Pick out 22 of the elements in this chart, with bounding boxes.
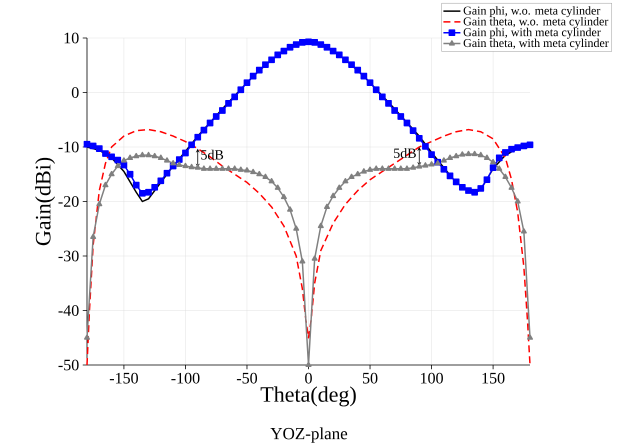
x-tick-label: 0 bbox=[305, 372, 312, 384]
y-tick-label: -10 bbox=[58, 142, 79, 152]
x-axis-title: Theta(deg) bbox=[260, 386, 356, 406]
x-tick-label: 100 bbox=[420, 372, 443, 384]
x-tick-label: 50 bbox=[362, 372, 378, 384]
x-tick-label: -100 bbox=[171, 372, 200, 384]
x-tick-label: -50 bbox=[236, 372, 258, 384]
x-tick-label: 150 bbox=[482, 372, 504, 384]
legend-label: Gain theta, w.o. meta cylinder bbox=[464, 17, 608, 28]
y-tick-label: 10 bbox=[64, 32, 79, 44]
text: YOZ-plane bbox=[270, 427, 348, 443]
y-tick-label: 0 bbox=[72, 87, 79, 98]
y-tick-label: -30 bbox=[58, 250, 79, 262]
legend-label: Gain phi, w.o. meta cylinder bbox=[464, 6, 600, 18]
y-tick-label: -40 bbox=[58, 305, 79, 316]
y-axis-title: Gain(dBi) bbox=[35, 158, 56, 246]
legend-label: Gain phi, with meta cylinder bbox=[464, 28, 601, 39]
y-tick-label: -20 bbox=[58, 196, 79, 207]
annotation: 5dB bbox=[201, 150, 224, 160]
y-tick-label: -50 bbox=[58, 360, 79, 370]
x-tick-label: -150 bbox=[110, 372, 138, 384]
legend-label: Gain theta, with meta cylinder bbox=[464, 38, 609, 50]
